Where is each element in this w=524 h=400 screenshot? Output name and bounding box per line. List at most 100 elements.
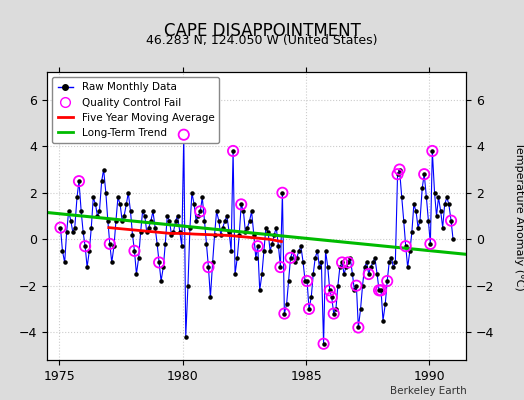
Point <box>60 259 69 266</box>
Point <box>128 231 137 238</box>
Point <box>225 229 233 236</box>
Point <box>377 287 385 294</box>
Point <box>97 178 106 184</box>
Point <box>165 218 173 224</box>
Point <box>320 340 328 347</box>
Point <box>204 264 213 270</box>
Point <box>209 259 217 266</box>
Point <box>317 259 325 266</box>
Point <box>206 294 215 300</box>
Point <box>358 282 367 289</box>
Text: CAPE DISAPPOINTMENT: CAPE DISAPPOINTMENT <box>163 22 361 40</box>
Point <box>321 248 330 254</box>
Point <box>398 194 406 201</box>
Point <box>280 310 289 317</box>
Point <box>261 224 270 231</box>
Point <box>69 229 77 236</box>
Point <box>418 185 427 191</box>
Point <box>171 218 180 224</box>
Point <box>245 218 254 224</box>
Point <box>285 278 293 284</box>
Point <box>412 208 420 214</box>
Point <box>377 287 385 294</box>
Point <box>227 248 235 254</box>
Point <box>102 190 110 196</box>
Point <box>219 224 227 231</box>
Point <box>449 236 457 242</box>
Point <box>414 224 422 231</box>
Point <box>336 264 344 270</box>
Point <box>320 340 328 347</box>
Point <box>196 208 204 214</box>
Point <box>149 208 157 214</box>
Point <box>130 248 139 254</box>
Point <box>75 178 83 184</box>
Point <box>350 287 358 294</box>
Point <box>325 287 334 294</box>
Point <box>204 264 213 270</box>
Point <box>106 241 114 247</box>
Point <box>370 255 379 261</box>
Point <box>426 241 434 247</box>
Point <box>130 248 139 254</box>
Point <box>365 271 373 277</box>
Point <box>145 224 153 231</box>
Point <box>73 194 81 201</box>
Point <box>381 301 389 308</box>
Point <box>184 282 192 289</box>
Point <box>416 218 424 224</box>
Point <box>173 213 182 219</box>
Point <box>356 306 365 312</box>
Legend: Raw Monthly Data, Quality Control Fail, Five Year Moving Average, Long-Term Tren: Raw Monthly Data, Quality Control Fail, … <box>52 77 220 143</box>
Point <box>305 306 313 312</box>
Point <box>58 248 67 254</box>
Point <box>85 248 93 254</box>
Point <box>268 241 276 247</box>
Point <box>342 264 350 270</box>
Point <box>233 255 242 261</box>
Text: 46.283 N, 124.050 W (United States): 46.283 N, 124.050 W (United States) <box>146 34 378 47</box>
Point <box>430 190 439 196</box>
Point <box>309 271 318 277</box>
Point <box>212 208 221 214</box>
Point <box>93 213 102 219</box>
Point <box>64 208 73 214</box>
Point <box>369 259 377 266</box>
Point <box>241 229 249 236</box>
Point <box>403 264 412 270</box>
Point <box>185 224 194 231</box>
Point <box>235 231 244 238</box>
Point <box>286 255 294 261</box>
Point <box>135 255 143 261</box>
Point <box>114 194 122 201</box>
Point <box>330 310 338 317</box>
Point <box>328 294 336 300</box>
Point <box>383 278 391 284</box>
Point <box>194 213 202 219</box>
Point <box>157 278 165 284</box>
Point <box>424 218 433 224</box>
Point <box>118 218 126 224</box>
Point <box>215 218 223 224</box>
Point <box>254 243 262 249</box>
Point <box>110 243 118 249</box>
Point <box>56 224 64 231</box>
Point <box>338 259 346 266</box>
Point <box>258 271 266 277</box>
Point <box>254 243 262 249</box>
Point <box>292 255 301 261</box>
Point <box>332 306 340 312</box>
Point <box>394 171 402 177</box>
Point <box>62 229 71 236</box>
Point <box>231 271 239 277</box>
Point <box>354 324 363 331</box>
Y-axis label: Temperature Anomaly (°C): Temperature Anomaly (°C) <box>514 142 524 290</box>
Point <box>447 218 455 224</box>
Point <box>89 194 97 201</box>
Point <box>188 190 196 196</box>
Point <box>391 259 399 266</box>
Point <box>198 194 206 201</box>
Point <box>297 243 305 249</box>
Point <box>303 278 311 284</box>
Point <box>408 229 416 236</box>
